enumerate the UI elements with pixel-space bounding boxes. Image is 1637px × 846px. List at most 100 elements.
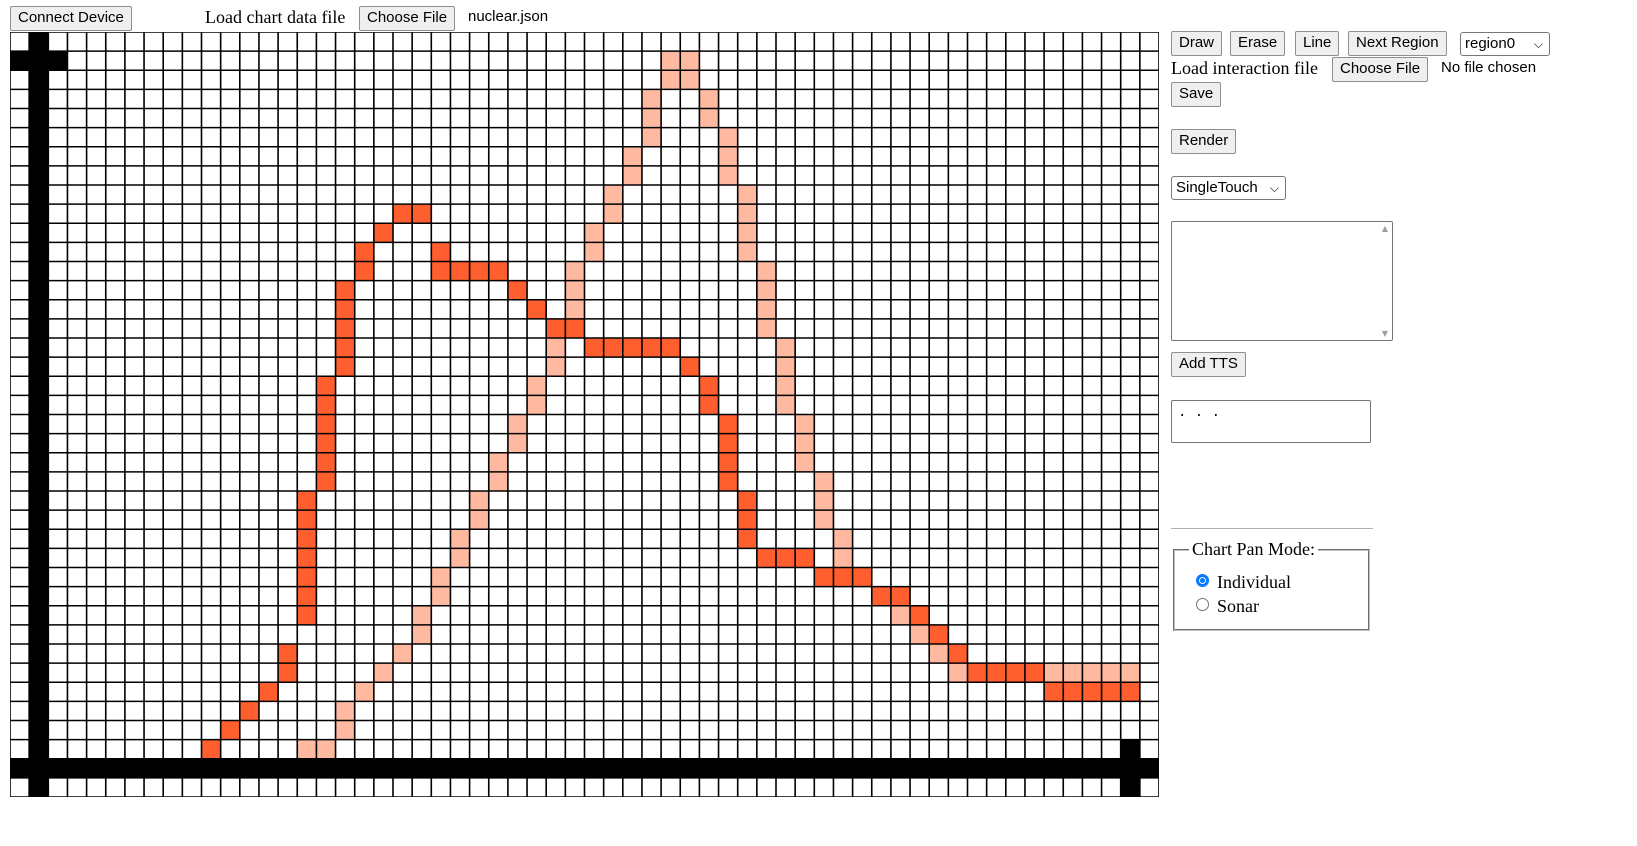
- chart-grid[interactable]: [10, 32, 1159, 797]
- series-cell[interactable]: [584, 242, 604, 262]
- series-cell[interactable]: [756, 548, 776, 568]
- series-cell[interactable]: [718, 452, 738, 472]
- series-cell[interactable]: [795, 414, 815, 434]
- series-cell[interactable]: [354, 242, 374, 262]
- series-cell[interactable]: [335, 720, 355, 740]
- series-cell[interactable]: [469, 491, 489, 511]
- series-cell[interactable]: [603, 185, 623, 205]
- choose-interaction-file-button[interactable]: Choose File: [1332, 57, 1429, 82]
- series-cell[interactable]: [699, 89, 719, 109]
- series-cell[interactable]: [527, 376, 547, 396]
- series-cell[interactable]: [737, 223, 757, 243]
- series-cell[interactable]: [565, 299, 585, 319]
- series-cell[interactable]: [565, 318, 585, 338]
- series-cell[interactable]: [488, 471, 508, 491]
- series-cell[interactable]: [641, 108, 662, 128]
- series-cell[interactable]: [910, 624, 930, 644]
- region-select[interactable]: region0 ⌵: [1460, 32, 1550, 56]
- series-cell[interactable]: [1120, 682, 1140, 702]
- series-cell[interactable]: [948, 644, 968, 664]
- series-cell[interactable]: [354, 261, 374, 281]
- series-cell[interactable]: [929, 624, 949, 644]
- series-cell[interactable]: [297, 491, 317, 511]
- series-cell[interactable]: [737, 185, 757, 205]
- series-cell[interactable]: [814, 567, 834, 587]
- series-cell[interactable]: [641, 89, 662, 109]
- series-cell[interactable]: [1005, 663, 1025, 683]
- series-cell[interactable]: [469, 510, 489, 530]
- series-cell[interactable]: [641, 127, 662, 147]
- pan-sonar-option[interactable]: Sonar: [1196, 595, 1259, 617]
- series-cell[interactable]: [622, 165, 642, 185]
- series-cell[interactable]: [833, 548, 853, 568]
- series-cell[interactable]: [718, 165, 738, 185]
- series-cell[interactable]: [718, 146, 738, 166]
- series-cell[interactable]: [737, 491, 757, 511]
- series-cell[interactable]: [1044, 682, 1064, 702]
- series-cell[interactable]: [258, 682, 279, 702]
- series-cell[interactable]: [431, 586, 451, 606]
- series-cell[interactable]: [680, 51, 700, 71]
- series-cell[interactable]: [1082, 682, 1102, 702]
- series-cell[interactable]: [297, 529, 317, 549]
- series-cell[interactable]: [833, 529, 853, 549]
- series-cell[interactable]: [986, 663, 1006, 683]
- series-cell[interactable]: [718, 127, 738, 147]
- series-cell[interactable]: [565, 280, 585, 300]
- series-cell[interactable]: [316, 471, 336, 491]
- series-cell[interactable]: [718, 414, 738, 434]
- save-button[interactable]: Save: [1171, 82, 1222, 107]
- series-cell[interactable]: [431, 261, 451, 281]
- series-cell[interactable]: [1024, 663, 1045, 683]
- series-cell[interactable]: [1120, 663, 1140, 683]
- series-cell[interactable]: [373, 663, 393, 683]
- series-cell[interactable]: [929, 644, 949, 664]
- series-cell[interactable]: [373, 223, 393, 243]
- series-cell[interactable]: [1101, 682, 1121, 702]
- series-cell[interactable]: [756, 318, 776, 338]
- series-cell[interactable]: [641, 338, 662, 358]
- series-cell[interactable]: [776, 338, 796, 358]
- series-cell[interactable]: [699, 108, 719, 128]
- series-cell[interactable]: [776, 357, 796, 377]
- series-cell[interactable]: [488, 452, 508, 472]
- series-cell[interactable]: [1044, 663, 1064, 683]
- series-cell[interactable]: [201, 739, 221, 759]
- series-cell[interactable]: [622, 146, 642, 166]
- series-cell[interactable]: [316, 395, 336, 415]
- series-cell[interactable]: [661, 338, 681, 358]
- series-cell[interactable]: [737, 242, 757, 262]
- series-cell[interactable]: [871, 586, 891, 606]
- pan-individual-option[interactable]: Individual: [1196, 571, 1291, 593]
- series-cell[interactable]: [680, 357, 700, 377]
- series-cell[interactable]: [680, 70, 700, 90]
- series-cell[interactable]: [584, 338, 604, 358]
- series-cell[interactable]: [335, 318, 355, 338]
- series-cell[interactable]: [488, 261, 508, 281]
- series-cell[interactable]: [737, 529, 757, 549]
- pan-individual-radio[interactable]: [1196, 574, 1209, 588]
- series-cell[interactable]: [412, 624, 432, 644]
- series-cell[interactable]: [776, 395, 796, 415]
- series-cell[interactable]: [699, 376, 719, 396]
- series-cell[interactable]: [431, 567, 451, 587]
- series-cell[interactable]: [316, 376, 336, 396]
- region-textarea[interactable]: [1171, 221, 1393, 341]
- series-cell[interactable]: [776, 548, 796, 568]
- series-cell[interactable]: [412, 605, 432, 625]
- series-cell[interactable]: [412, 204, 432, 224]
- series-cell[interactable]: [316, 452, 336, 472]
- series-cell[interactable]: [335, 280, 355, 300]
- series-cell[interactable]: [756, 299, 776, 319]
- series-cell[interactable]: [1063, 682, 1083, 702]
- series-cell[interactable]: [220, 720, 240, 740]
- series-cell[interactable]: [297, 739, 317, 759]
- erase-button[interactable]: Erase: [1230, 31, 1286, 56]
- series-cell[interactable]: [450, 548, 470, 568]
- series-cell[interactable]: [393, 204, 413, 224]
- series-cell[interactable]: [776, 376, 796, 396]
- series-cell[interactable]: [910, 605, 930, 625]
- series-cell[interactable]: [890, 586, 911, 606]
- series-cell[interactable]: [450, 529, 470, 549]
- series-cell[interactable]: [833, 567, 853, 587]
